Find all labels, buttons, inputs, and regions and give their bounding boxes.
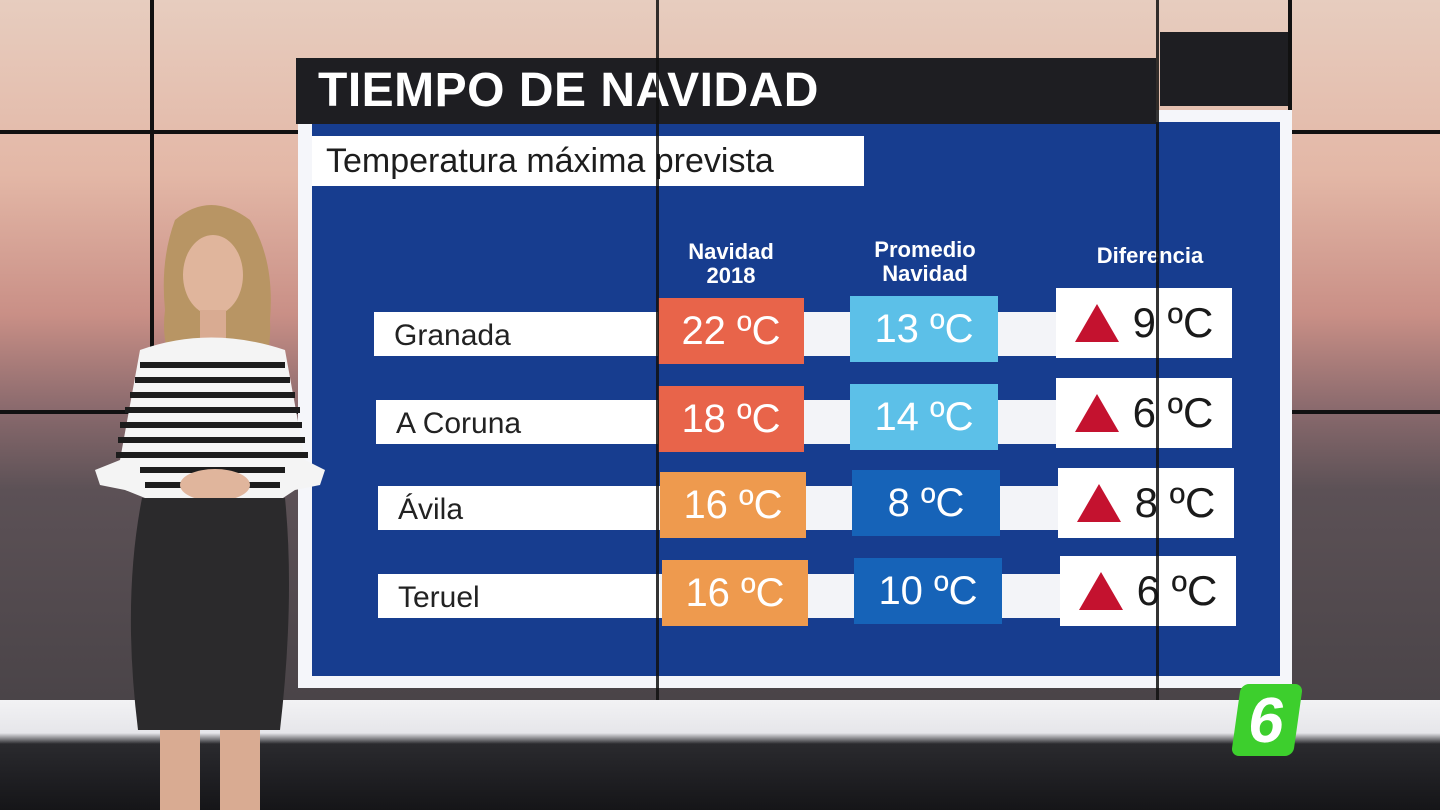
diferencia-cell: 9 ºC [1056, 288, 1232, 358]
city-label: A Coruna [376, 400, 658, 444]
city-label: Teruel [378, 574, 660, 618]
up-arrow-icon [1076, 484, 1121, 522]
title-bar-extension [1160, 32, 1288, 106]
diferencia-value: 8 ºC [1134, 479, 1216, 526]
promedio-value: 14 ºC [850, 384, 998, 450]
col-head-navidad2018: Navidad 2018 [658, 240, 804, 288]
navidad2018-value: 16 ºC [660, 472, 806, 538]
diferencia-cell: 8 ºC [1058, 468, 1234, 538]
board-title: TIEMPO DE NAVIDAD [296, 58, 1156, 124]
col-head-line: 2018 [706, 263, 756, 288]
col-head-line: Navidad [882, 261, 968, 286]
promedio-value: 10 ºC [854, 558, 1002, 624]
navidad2018-value: 16 ºC [662, 560, 808, 626]
diferencia-value: 6 ºC [1136, 567, 1218, 614]
navidad2018-value: 22 ºC [658, 298, 804, 364]
city-label: Granada [374, 312, 658, 356]
up-arrow-icon [1074, 304, 1119, 342]
col-head-line: Promedio [874, 237, 976, 262]
diferencia-cell: 6 ºC [1060, 556, 1236, 626]
navidad2018-value: 18 ºC [658, 386, 804, 452]
up-arrow-icon [1074, 394, 1119, 432]
up-arrow-icon [1078, 572, 1123, 610]
video-wall-seam [656, 0, 659, 700]
presenter-figure [95, 205, 325, 810]
promedio-value: 13 ºC [850, 296, 998, 362]
col-head-line: Navidad [688, 239, 774, 264]
city-label: Ávila [378, 486, 658, 530]
lasexta-logo: 6 [1230, 684, 1304, 756]
promedio-value: 8 ºC [852, 470, 1000, 536]
board-subtitle: Temperatura máxima prevista [312, 136, 864, 186]
diferencia-value: 6 ºC [1132, 389, 1214, 436]
video-wall-seam [1156, 0, 1159, 700]
col-head-promedio: Promedio Navidad [850, 238, 1000, 286]
col-head-diferencia: Diferencia [1096, 243, 1204, 268]
diferencia-value: 9 ºC [1132, 299, 1214, 346]
diferencia-cell: 6 ºC [1056, 378, 1232, 448]
